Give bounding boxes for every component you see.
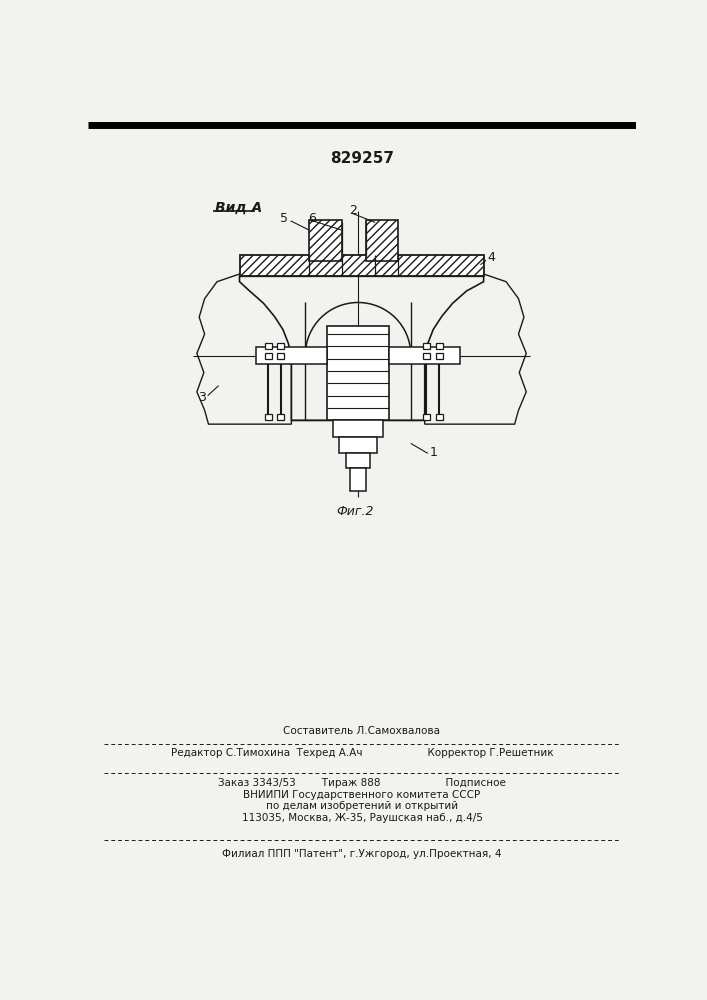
Text: Составитель Л.Самохвалова: Составитель Л.Самохвалова [284,726,440,736]
Text: 3: 3 [198,391,206,404]
Text: Вид А: Вид А [215,201,262,215]
Text: 2: 2 [349,204,358,217]
Bar [436,343,443,349]
Bar [265,414,272,420]
Bar [277,353,284,359]
Text: по делам изобретений и открытий: по делам изобретений и открытий [266,801,458,811]
Text: Редактор С.Тимохина  Техред А.Ач                    Корректор Г.Решетник: Редактор С.Тимохина Техред А.Ач Корректо… [170,748,554,758]
Bar [423,414,430,420]
Polygon shape [240,276,484,420]
Text: Заказ 3343/53        Тираж 888                    Подписное: Заказ 3343/53 Тираж 888 Подписное [218,778,506,788]
Text: Фиг.2: Фиг.2 [337,505,374,518]
Bar [309,220,341,261]
Bar [327,326,389,420]
Bar [436,353,443,359]
Bar [277,343,284,349]
Bar [436,414,443,420]
Text: 6: 6 [308,212,315,225]
Text: ВНИИПИ Государственного комитета СССР: ВНИИПИ Государственного комитета СССР [243,790,481,800]
Bar [339,437,377,453]
Bar [351,468,366,491]
Text: 113035, Москва, Ж-35, Раушская наб., д.4/5: 113035, Москва, Ж-35, Раушская наб., д.4… [242,813,482,823]
Text: 829257: 829257 [330,151,394,166]
Bar [346,453,370,468]
Text: 1: 1 [429,446,437,459]
Bar [265,353,272,359]
Bar [240,255,484,276]
Bar [277,414,284,420]
Text: 4: 4 [488,251,496,264]
Bar [423,343,430,349]
Bar [423,353,430,359]
Bar [256,347,327,364]
Polygon shape [425,274,526,424]
Bar [389,347,460,364]
Text: 5: 5 [280,212,288,225]
Polygon shape [197,274,291,424]
Bar [333,420,383,437]
Text: Филиал ППП "Патент", г.Ужгород, ул.Проектная, 4: Филиал ППП "Патент", г.Ужгород, ул.Проек… [222,849,502,859]
Bar [265,343,272,349]
Bar [366,220,398,261]
